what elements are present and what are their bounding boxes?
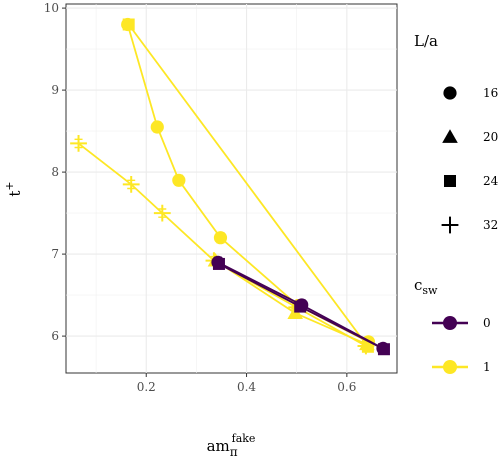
x-axis-title-sub: π [230,445,238,459]
y-axis-title-sup: + [3,181,16,190]
x-tick-label-2: 0.6 [337,380,356,394]
shape-legend-key-16 [443,86,457,100]
point-csw1-L16-1 [150,120,164,134]
ticks: 0.2 0.4 0.6 6 7 8 9 10 [44,1,357,394]
point-csw1-L32-0 [70,135,87,152]
shape-legend-key-20 [442,129,458,143]
point-csw1-L32-1 [122,176,140,193]
x-tick-label-0: 0.2 [137,380,156,394]
x-axis-title: amπfake [207,432,256,459]
shape-legend-key-32 [441,216,459,234]
shape-legend-title: L/a [414,32,438,50]
series-line-csw1-L32 [77,142,367,347]
color-legend-label-0: 0 [483,316,491,330]
shape-legend-key-24 [444,175,456,187]
point-csw0-L24-0 [212,257,225,270]
shape-legend-label-20: 20 [483,130,498,144]
shape-legend-label-16: 16 [483,86,498,100]
color-legend-label-1: 1 [483,360,491,374]
series-line-csw1-L24 [127,23,369,348]
color-legend-entries: 01 [432,316,491,374]
shape-legend-entries: 16 20 24 32 [441,86,499,234]
point-csw1-L24-0 [122,18,135,31]
grid [66,4,397,373]
point-csw1-L32-2 [153,204,171,222]
series-layer [70,17,390,356]
color-legend-dot-0 [443,316,457,330]
x-tick-label-1: 0.4 [237,380,256,394]
y-axis-title: t+ [3,181,24,196]
y-tick-label-4: 10 [44,1,59,15]
series-csw0-L24 [212,257,390,356]
series-csw1-L32 [70,135,375,355]
y-tick-label-3: 9 [51,83,59,97]
color-legend-title-sub: sw [422,284,438,297]
y-tick-label-2: 8 [51,165,59,179]
x-axis-title-sup: fake [232,432,256,445]
y-tick-label-1: 7 [51,247,59,261]
y-tick-label-0: 6 [51,329,59,343]
shape-legend-label-24: 24 [483,174,499,188]
point-csw1-L16-2 [172,173,186,187]
point-csw0-L24-2 [377,343,390,356]
point-csw0-L24-1 [294,300,307,313]
point-csw1-L16-3 [213,231,228,245]
shape-legend-label-32: 32 [483,218,498,232]
color-legend-dot-1 [443,360,457,374]
color-legend-title: csw [414,276,438,297]
